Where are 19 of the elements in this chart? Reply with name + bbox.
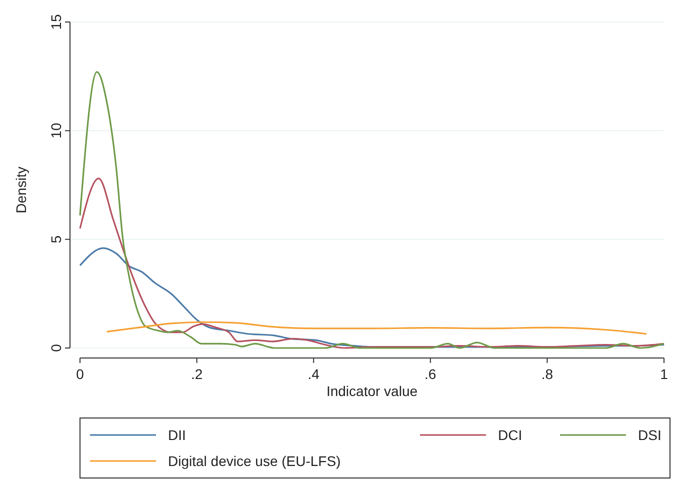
x-tick-label: .2: [190, 366, 203, 382]
y-tick-label: 15: [48, 14, 64, 30]
y-tick-label: 0: [48, 344, 64, 352]
x-tick-label: 0: [76, 366, 84, 382]
x-tick-label: .8: [541, 366, 554, 382]
x-tick-label: .4: [308, 366, 320, 382]
x-tick-label: 1: [660, 366, 668, 382]
line-series: [79, 71, 665, 349]
x-tick-label: .6: [424, 366, 436, 382]
y-tick-label: 5: [48, 235, 64, 244]
legend-label: Digital device use (EU-LFS): [168, 453, 341, 469]
line-series: [106, 321, 648, 335]
line-series: [79, 178, 665, 349]
legend-label: DSI: [638, 427, 662, 443]
x-axis-title: Indicator value: [326, 383, 418, 399]
legend-label: DII: [168, 427, 186, 443]
y-axis-title: Density: [13, 166, 29, 214]
legend-label: DCI: [498, 427, 522, 443]
y-tick-label: 10: [48, 122, 64, 138]
